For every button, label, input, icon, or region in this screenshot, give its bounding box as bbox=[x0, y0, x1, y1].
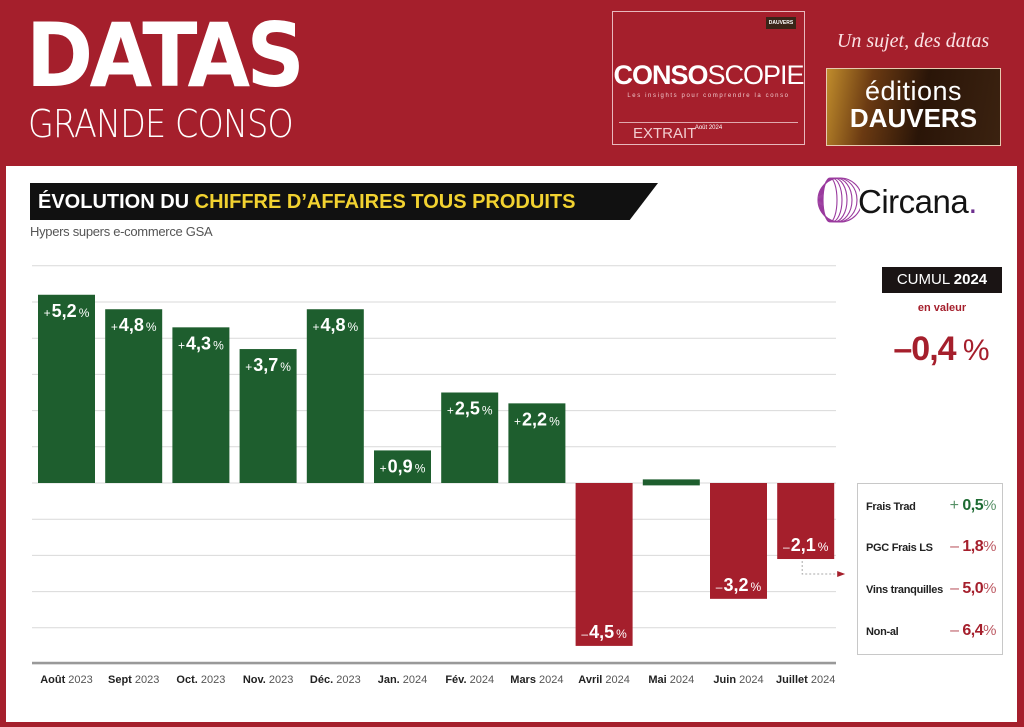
x-tick-label: Jan. 2024 bbox=[378, 674, 428, 686]
consoscopie-date: Août 2024 bbox=[613, 116, 804, 134]
bar-value-label: –4,5% bbox=[581, 622, 627, 642]
detail-row: Frais Trad + 0,5% bbox=[866, 497, 998, 521]
bar-value-label: +5,2% bbox=[44, 301, 90, 321]
cumul-label: CUMUL 2024 bbox=[882, 267, 1002, 293]
circana-logo: Circana. bbox=[816, 174, 1016, 224]
bar-value-label: +4,8% bbox=[111, 315, 157, 335]
consoscopie-tagline: Les insights pour comprendre la conso bbox=[627, 93, 790, 99]
juillet-detail-box: Frais Trad + 0,5% PGC Frais LS – 1,8% Vins t… bbox=[857, 483, 1003, 655]
value-sign: – bbox=[950, 580, 963, 597]
bar-value-label: –3,2% bbox=[716, 575, 762, 595]
publisher-line1: éditions bbox=[864, 76, 963, 106]
bar-value-label: +0,1% bbox=[648, 457, 694, 477]
detail-category-name: Vins tranquilles bbox=[866, 584, 943, 596]
header: DATAS GRANDE CONSO DAUVERS CONSOSCOPIE L… bbox=[0, 0, 1024, 166]
bar bbox=[777, 483, 835, 560]
bar bbox=[642, 479, 700, 486]
detail-category-value: – 6,4% bbox=[950, 622, 996, 640]
chart-title: ÉVOLUTION DU CHIFFRE D’AFFAIRES TOUS PRO… bbox=[38, 191, 575, 213]
x-tick-label: Sept 2023 bbox=[108, 674, 159, 686]
value-sign: – bbox=[950, 622, 963, 639]
chart-title-banner: ÉVOLUTION DU CHIFFRE D’AFFAIRES TOUS PRO… bbox=[30, 183, 658, 220]
consoscopie-title-bold: CONSO bbox=[613, 60, 708, 90]
bar bbox=[374, 450, 431, 483]
divider bbox=[619, 122, 798, 123]
bar bbox=[441, 392, 499, 483]
value-sign: – bbox=[950, 538, 963, 555]
bar-value-label: +4,8% bbox=[312, 315, 358, 335]
value-pct: % bbox=[983, 497, 996, 514]
bar-chart: +5,2 % Août 2023 +4,8 % Sept 2023 +4,3 % Oct. 20… bbox=[32, 265, 846, 686]
x-tick-label: Juin 2024 bbox=[713, 674, 763, 686]
circana-dot: . bbox=[968, 183, 977, 220]
bar bbox=[575, 483, 633, 646]
circana-rings-icon bbox=[817, 177, 860, 223]
value-number: 1,8 bbox=[962, 538, 984, 555]
x-tick-label: Mai 2024 bbox=[648, 674, 694, 686]
bar bbox=[105, 309, 163, 483]
detail-category-name: Non-al bbox=[866, 626, 899, 638]
detail-row: Vins tranquilles – 5,0% bbox=[866, 580, 998, 604]
consoscopie-extrait: EXTRAIT bbox=[633, 125, 697, 142]
publisher-line2: DAUVERS bbox=[849, 103, 978, 133]
detail-category-name: Frais Trad bbox=[866, 501, 916, 513]
bar-value-label: +0,9% bbox=[380, 456, 426, 476]
value-pct: % bbox=[983, 580, 996, 597]
consoscopie-logo: DAUVERS CONSOSCOPIE Les insights pour co… bbox=[612, 11, 805, 145]
detail-category-value: – 1,8% bbox=[950, 538, 996, 556]
detail-category-value: – 5,0% bbox=[950, 580, 996, 598]
value-pct: % bbox=[983, 538, 996, 555]
x-tick-label: Juillet 2024 bbox=[776, 674, 835, 686]
mini-dauvers-logo: DAUVERS bbox=[766, 17, 796, 29]
cumul-sublabel: en valeur bbox=[917, 302, 967, 314]
brand-title: DATAS bbox=[26, 4, 305, 107]
chart-panel: ÉVOLUTION DU CHIFFRE D’AFFAIRES TOUS PRO… bbox=[6, 166, 1017, 722]
slogan: Un sujet, des datas bbox=[836, 30, 990, 52]
bar bbox=[172, 327, 230, 483]
bar-value-label: +2,2% bbox=[514, 409, 560, 429]
consoscopie-date-text: Août 2024 bbox=[688, 125, 729, 131]
x-tick-label: Oct. 2023 bbox=[176, 674, 225, 686]
value-number: 6,4 bbox=[962, 622, 984, 639]
connector-line bbox=[801, 561, 838, 575]
consoscopie-title: CONSOSCOPIE bbox=[613, 60, 804, 90]
circana-name: Circana bbox=[858, 183, 969, 220]
detail-row: Non-al – 6,4% bbox=[866, 622, 998, 646]
bar bbox=[38, 294, 95, 483]
editions-dauvers-logo: éditions DAUVERS bbox=[826, 68, 1001, 146]
detail-category-name: PGC Frais LS bbox=[866, 542, 933, 554]
detail-row: PGC Frais LS – 1,8% bbox=[866, 538, 998, 562]
cumul-label-light: CUMUL bbox=[896, 271, 954, 288]
bar bbox=[710, 483, 767, 599]
bar bbox=[508, 403, 566, 483]
chart-subtitle: Hypers supers e-commerce GSA bbox=[30, 224, 213, 239]
x-tick-label: Août 2023 bbox=[40, 674, 93, 686]
x-tick-label: Mars 2024 bbox=[510, 674, 563, 686]
value-sign: + bbox=[949, 497, 963, 514]
consoscopie-title-light: SCOPIE bbox=[707, 60, 804, 90]
cumul-value: –0,4 % bbox=[866, 330, 1016, 369]
bar-value-label: +2,5% bbox=[447, 399, 493, 419]
cumul-label-year: 2024 bbox=[953, 271, 988, 288]
cumul-value-number: –0,4 bbox=[893, 330, 956, 368]
bar-value-label: +3,7% bbox=[245, 355, 291, 375]
cumul-value-pct: % bbox=[955, 334, 990, 367]
x-tick-label: Fév. 2024 bbox=[445, 674, 494, 686]
detail-category-value: + 0,5% bbox=[949, 497, 997, 515]
x-tick-label: Déc. 2023 bbox=[310, 674, 361, 686]
x-tick-label: Avril 2024 bbox=[578, 674, 630, 686]
arrow-icon bbox=[837, 571, 846, 578]
value-number: 5,0 bbox=[962, 580, 984, 597]
bar bbox=[306, 309, 364, 483]
brand-subtitle: GRANDE CONSO bbox=[28, 102, 294, 146]
value-pct: % bbox=[983, 622, 996, 639]
bar bbox=[239, 349, 297, 483]
chart-title-part1: ÉVOLUTION DU bbox=[38, 191, 195, 213]
value-number: 0,5 bbox=[962, 497, 984, 514]
bar-value-label: +4,3% bbox=[178, 333, 224, 353]
circana-wordmark: Circana. bbox=[858, 184, 977, 220]
chart-title-highlight: CHIFFRE D’AFFAIRES TOUS PRODUITS bbox=[194, 191, 576, 213]
bar-value-label: –2,1% bbox=[783, 535, 829, 555]
x-tick-label: Nov. 2023 bbox=[243, 674, 294, 686]
